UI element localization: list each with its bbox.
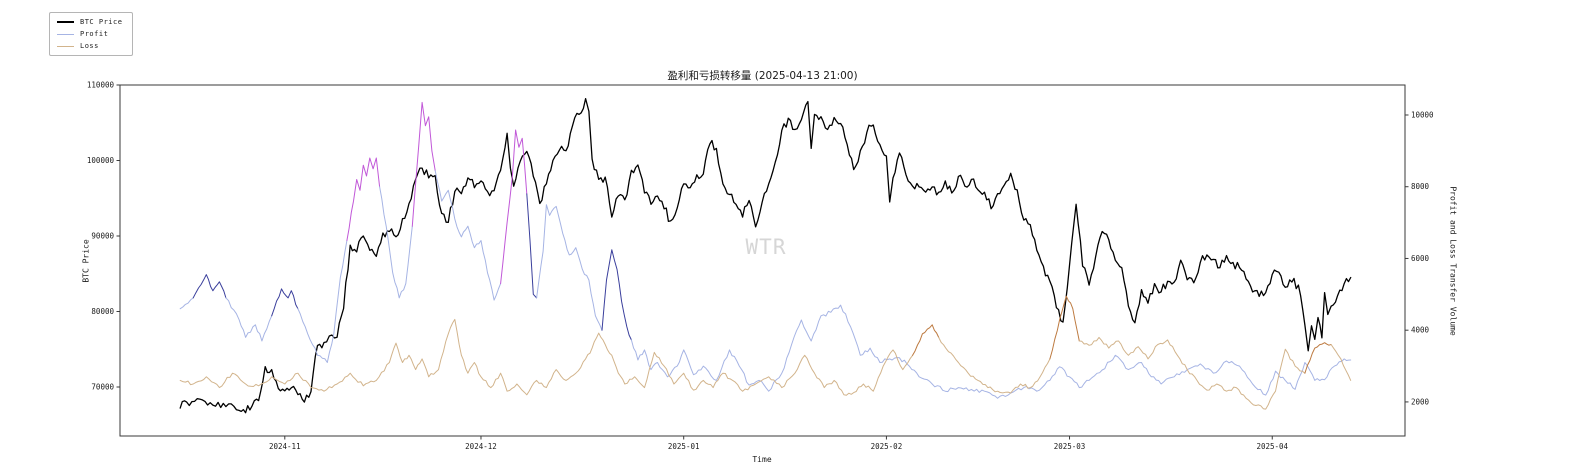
watermark: WTR xyxy=(745,235,787,259)
x-tick-label: 2024-11 xyxy=(269,442,301,451)
legend-swatch-profit xyxy=(57,33,74,35)
y-right-tick-label: 4000 xyxy=(1411,326,1430,335)
x-tick-label: 2024-12 xyxy=(465,442,497,451)
legend-label-loss: Loss xyxy=(80,42,99,50)
legend-label-profit: Profit xyxy=(80,30,109,38)
series-profit xyxy=(346,157,381,241)
legend-item-profit: Profit xyxy=(57,30,122,38)
y-right-tick-label: 2000 xyxy=(1411,397,1430,406)
series-profit xyxy=(225,297,273,342)
legend-item-loss: Loss xyxy=(57,42,122,50)
series-loss xyxy=(179,318,914,396)
legend-swatch-btc-price xyxy=(57,21,74,23)
chart-title: 盈利和亏损转移量 (2025-04-13 21:00) xyxy=(667,70,858,82)
x-axis-label: Time xyxy=(752,455,772,464)
series-loss xyxy=(912,324,940,356)
series-profit xyxy=(297,240,348,363)
y-axis-label-right: Profit and Loss Transfer Volume xyxy=(1448,186,1458,336)
legend-item-btc-price: BTC Price xyxy=(57,18,122,26)
series-profit xyxy=(601,249,632,341)
series-btc-price xyxy=(179,97,1352,414)
series-profit xyxy=(434,170,502,301)
series-loss xyxy=(938,336,1051,394)
y-right-tick-label: 6000 xyxy=(1411,254,1430,263)
series-loss xyxy=(1078,336,1306,410)
series-profit xyxy=(630,304,1352,399)
series-profit xyxy=(411,101,436,227)
series-profit xyxy=(536,204,603,331)
series-profit xyxy=(271,288,299,317)
legend-label-btc-price: BTC Price xyxy=(80,18,123,26)
y-left-tick-label: 70000 xyxy=(91,383,114,392)
x-tick-label: 2025-02 xyxy=(871,442,903,451)
series-loss xyxy=(1330,344,1352,381)
y-left-tick-label: 100000 xyxy=(87,156,115,165)
y-right-tick-label: 10000 xyxy=(1411,110,1434,119)
series-profit xyxy=(500,129,528,285)
legend: BTC Price Profit Loss xyxy=(49,12,134,56)
y-right-tick-label: 8000 xyxy=(1411,182,1430,191)
x-tick-label: 2025-03 xyxy=(1054,442,1086,451)
series-profit xyxy=(192,274,227,299)
y-axis-label-left: BTC Price xyxy=(81,239,91,283)
series-profit xyxy=(179,297,194,310)
series-loss xyxy=(1049,295,1080,360)
y-left-tick-label: 80000 xyxy=(91,307,114,316)
x-tick-label: 2025-01 xyxy=(668,442,700,451)
y-left-tick-label: 110000 xyxy=(87,81,115,90)
series-profit xyxy=(526,193,538,299)
series-loss xyxy=(1304,342,1332,374)
legend-swatch-loss xyxy=(57,45,74,47)
plot-frame xyxy=(119,84,1406,437)
y-left-tick-label: 90000 xyxy=(91,232,114,241)
x-tick-label: 2025-04 xyxy=(1256,442,1288,451)
series-profit xyxy=(379,186,413,299)
